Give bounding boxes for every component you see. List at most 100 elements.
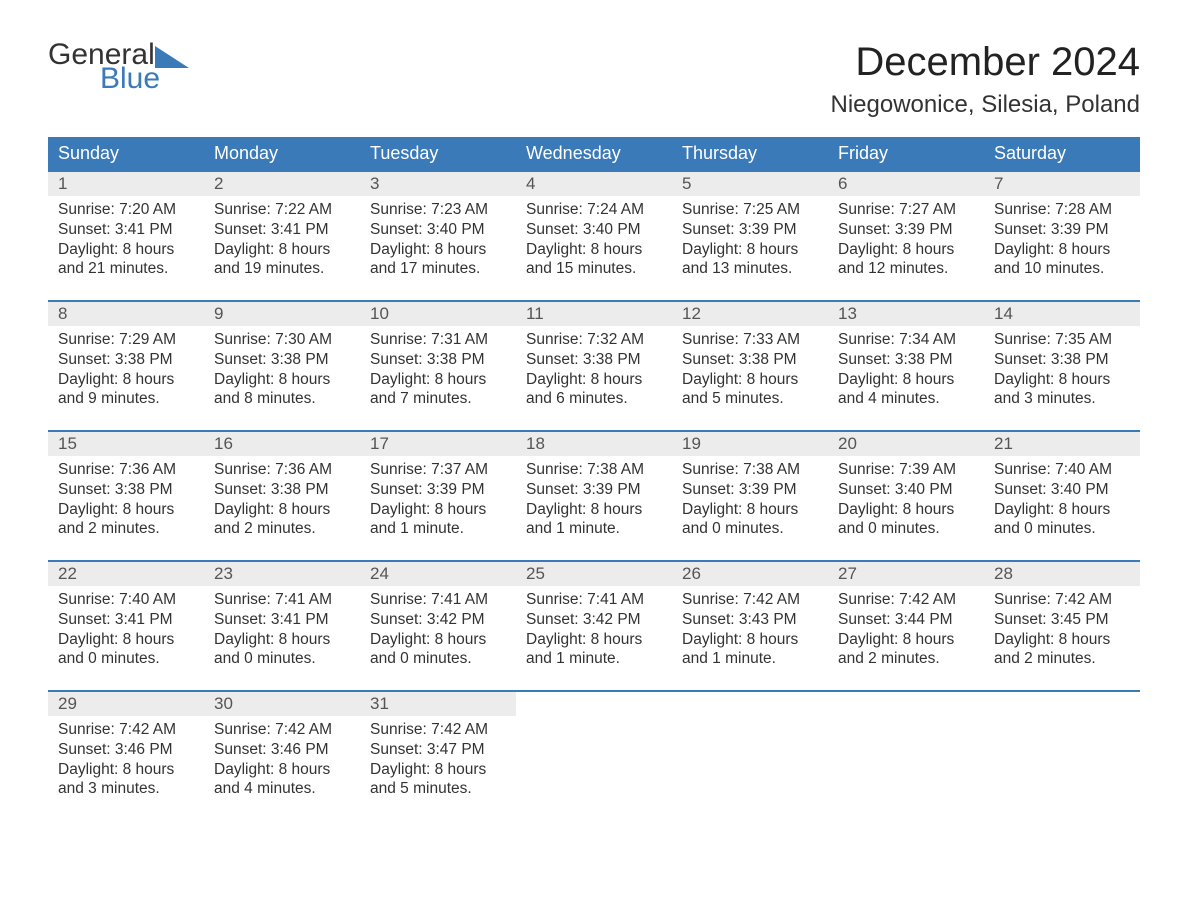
day-number xyxy=(828,692,984,716)
sunrise-text: Sunrise: 7:28 AM xyxy=(994,200,1130,220)
sunset-text: Sunset: 3:39 PM xyxy=(838,220,974,240)
calendar-week: 1234567Sunrise: 7:20 AMSunset: 3:41 PMDa… xyxy=(48,170,1140,300)
sunrise-text: Sunrise: 7:29 AM xyxy=(58,330,194,350)
day-number: 20 xyxy=(828,432,984,456)
day-number: 24 xyxy=(360,562,516,586)
day-content-row: Sunrise: 7:29 AMSunset: 3:38 PMDaylight:… xyxy=(48,326,1140,430)
sunrise-text: Sunrise: 7:42 AM xyxy=(370,720,506,740)
day-cell xyxy=(672,716,828,820)
day-cell xyxy=(984,716,1140,820)
sunrise-text: Sunrise: 7:20 AM xyxy=(58,200,194,220)
daylight-line2: and 1 minute. xyxy=(370,519,506,539)
daylight-line1: Daylight: 8 hours xyxy=(214,240,350,260)
daylight-line2: and 17 minutes. xyxy=(370,259,506,279)
day-number: 1 xyxy=(48,172,204,196)
day-cell: Sunrise: 7:42 AMSunset: 3:46 PMDaylight:… xyxy=(204,716,360,820)
day-number-row: 22232425262728 xyxy=(48,562,1140,586)
sunrise-text: Sunrise: 7:33 AM xyxy=(682,330,818,350)
daylight-line2: and 3 minutes. xyxy=(994,389,1130,409)
day-number: 3 xyxy=(360,172,516,196)
dow-sunday: Sunday xyxy=(48,137,204,170)
sunrise-text: Sunrise: 7:34 AM xyxy=(838,330,974,350)
sunset-text: Sunset: 3:41 PM xyxy=(58,610,194,630)
day-number-row: 293031 xyxy=(48,692,1140,716)
sunset-text: Sunset: 3:39 PM xyxy=(526,480,662,500)
day-cell: Sunrise: 7:24 AMSunset: 3:40 PMDaylight:… xyxy=(516,196,672,300)
sunrise-text: Sunrise: 7:42 AM xyxy=(838,590,974,610)
day-cell: Sunrise: 7:28 AMSunset: 3:39 PMDaylight:… xyxy=(984,196,1140,300)
sunset-text: Sunset: 3:40 PM xyxy=(838,480,974,500)
day-number: 5 xyxy=(672,172,828,196)
sunset-text: Sunset: 3:44 PM xyxy=(838,610,974,630)
day-cell: Sunrise: 7:22 AMSunset: 3:41 PMDaylight:… xyxy=(204,196,360,300)
day-number xyxy=(672,692,828,716)
daylight-line2: and 0 minutes. xyxy=(994,519,1130,539)
sunrise-text: Sunrise: 7:31 AM xyxy=(370,330,506,350)
daylight-line1: Daylight: 8 hours xyxy=(370,370,506,390)
sunrise-text: Sunrise: 7:38 AM xyxy=(526,460,662,480)
sunrise-text: Sunrise: 7:36 AM xyxy=(58,460,194,480)
day-of-week-header: Sunday Monday Tuesday Wednesday Thursday… xyxy=(48,137,1140,170)
daylight-line1: Daylight: 8 hours xyxy=(682,240,818,260)
daylight-line1: Daylight: 8 hours xyxy=(214,630,350,650)
day-number-row: 1234567 xyxy=(48,172,1140,196)
sunset-text: Sunset: 3:46 PM xyxy=(58,740,194,760)
day-cell: Sunrise: 7:32 AMSunset: 3:38 PMDaylight:… xyxy=(516,326,672,430)
daylight-line1: Daylight: 8 hours xyxy=(370,760,506,780)
sunrise-text: Sunrise: 7:42 AM xyxy=(682,590,818,610)
daylight-line1: Daylight: 8 hours xyxy=(682,500,818,520)
day-cell: Sunrise: 7:41 AMSunset: 3:41 PMDaylight:… xyxy=(204,586,360,690)
day-number xyxy=(984,692,1140,716)
brand-logo: General Blue xyxy=(48,40,189,94)
sunrise-text: Sunrise: 7:41 AM xyxy=(214,590,350,610)
sunrise-text: Sunrise: 7:24 AM xyxy=(526,200,662,220)
day-cell: Sunrise: 7:30 AMSunset: 3:38 PMDaylight:… xyxy=(204,326,360,430)
day-number: 2 xyxy=(204,172,360,196)
day-number: 29 xyxy=(48,692,204,716)
day-cell: Sunrise: 7:42 AMSunset: 3:45 PMDaylight:… xyxy=(984,586,1140,690)
daylight-line1: Daylight: 8 hours xyxy=(682,370,818,390)
calendar: Sunday Monday Tuesday Wednesday Thursday… xyxy=(48,137,1140,820)
day-number: 6 xyxy=(828,172,984,196)
day-cell xyxy=(516,716,672,820)
sunrise-text: Sunrise: 7:32 AM xyxy=(526,330,662,350)
day-number: 17 xyxy=(360,432,516,456)
day-number xyxy=(516,692,672,716)
daylight-line2: and 3 minutes. xyxy=(58,779,194,799)
daylight-line2: and 13 minutes. xyxy=(682,259,818,279)
sunrise-text: Sunrise: 7:37 AM xyxy=(370,460,506,480)
day-number: 11 xyxy=(516,302,672,326)
day-number: 26 xyxy=(672,562,828,586)
daylight-line2: and 2 minutes. xyxy=(214,519,350,539)
sunrise-text: Sunrise: 7:36 AM xyxy=(214,460,350,480)
sunset-text: Sunset: 3:38 PM xyxy=(682,350,818,370)
daylight-line2: and 0 minutes. xyxy=(838,519,974,539)
daylight-line1: Daylight: 8 hours xyxy=(58,760,194,780)
day-cell: Sunrise: 7:27 AMSunset: 3:39 PMDaylight:… xyxy=(828,196,984,300)
day-content-row: Sunrise: 7:36 AMSunset: 3:38 PMDaylight:… xyxy=(48,456,1140,560)
day-cell: Sunrise: 7:33 AMSunset: 3:38 PMDaylight:… xyxy=(672,326,828,430)
sunset-text: Sunset: 3:38 PM xyxy=(214,480,350,500)
daylight-line1: Daylight: 8 hours xyxy=(838,630,974,650)
sunrise-text: Sunrise: 7:41 AM xyxy=(370,590,506,610)
daylight-line1: Daylight: 8 hours xyxy=(526,630,662,650)
day-cell: Sunrise: 7:42 AMSunset: 3:46 PMDaylight:… xyxy=(48,716,204,820)
day-cell: Sunrise: 7:42 AMSunset: 3:43 PMDaylight:… xyxy=(672,586,828,690)
day-number: 22 xyxy=(48,562,204,586)
sunrise-text: Sunrise: 7:23 AM xyxy=(370,200,506,220)
daylight-line1: Daylight: 8 hours xyxy=(994,500,1130,520)
sunset-text: Sunset: 3:42 PM xyxy=(370,610,506,630)
day-cell xyxy=(828,716,984,820)
dow-friday: Friday xyxy=(828,137,984,170)
daylight-line2: and 6 minutes. xyxy=(526,389,662,409)
day-number: 14 xyxy=(984,302,1140,326)
day-cell: Sunrise: 7:38 AMSunset: 3:39 PMDaylight:… xyxy=(516,456,672,560)
page-title: December 2024 xyxy=(830,40,1140,85)
day-number: 30 xyxy=(204,692,360,716)
daylight-line2: and 7 minutes. xyxy=(370,389,506,409)
daylight-line1: Daylight: 8 hours xyxy=(58,370,194,390)
day-cell: Sunrise: 7:40 AMSunset: 3:40 PMDaylight:… xyxy=(984,456,1140,560)
sunset-text: Sunset: 3:38 PM xyxy=(994,350,1130,370)
day-cell: Sunrise: 7:37 AMSunset: 3:39 PMDaylight:… xyxy=(360,456,516,560)
sunrise-text: Sunrise: 7:22 AM xyxy=(214,200,350,220)
